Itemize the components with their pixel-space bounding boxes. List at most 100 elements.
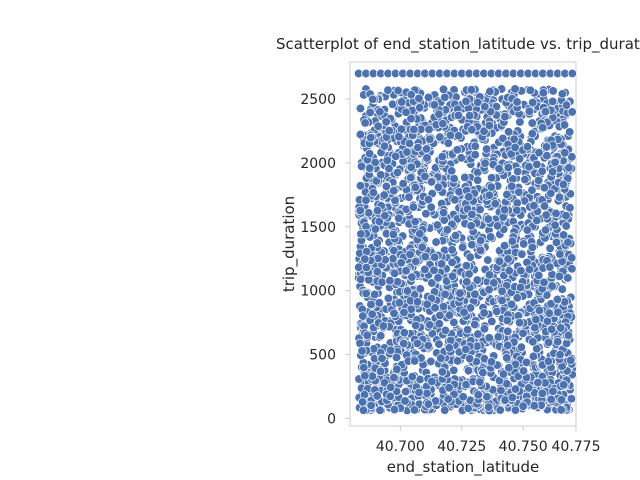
scatter-point xyxy=(516,342,526,352)
scatter-point xyxy=(361,195,371,205)
scatter-point xyxy=(375,107,385,117)
scatter-point xyxy=(440,405,450,415)
scatter-point xyxy=(556,395,567,405)
scatter-point xyxy=(484,270,495,280)
scatter-point xyxy=(473,329,483,339)
scatter-point xyxy=(409,124,419,135)
scatter-point xyxy=(427,278,437,288)
scatter-point xyxy=(400,386,411,397)
scatter-point xyxy=(411,256,421,267)
scatter-point xyxy=(546,324,557,335)
scatter-point xyxy=(553,307,563,317)
scatter-point xyxy=(462,277,472,287)
scatter-point xyxy=(409,405,420,415)
scatter-point xyxy=(532,159,542,170)
scatter-point xyxy=(360,254,370,264)
scatter-point xyxy=(447,166,457,176)
scatter-point xyxy=(556,405,566,415)
scatter-point xyxy=(507,236,518,246)
y-tick-label: 2500 xyxy=(300,92,336,108)
scatter-point xyxy=(405,249,415,260)
scatter-point xyxy=(440,92,450,102)
scatter-point xyxy=(404,138,415,149)
scatter-point xyxy=(461,261,472,271)
scatter-point xyxy=(355,338,365,348)
scatter-point xyxy=(548,86,558,96)
scatter-point xyxy=(447,257,457,268)
scatter-point xyxy=(393,277,403,287)
scatter-point xyxy=(382,155,392,166)
scatter-point xyxy=(379,190,389,200)
scatter-point xyxy=(414,387,424,398)
scatter-point xyxy=(559,120,570,130)
scatter-point xyxy=(452,145,462,155)
scatter-point xyxy=(443,138,453,148)
scatter-point xyxy=(546,299,556,309)
scatter-point xyxy=(524,264,535,275)
scatter-point xyxy=(470,319,480,330)
scatter-point xyxy=(402,147,412,157)
scatter-point xyxy=(567,68,577,79)
y-axis-label: trip_duration xyxy=(280,196,299,292)
scatter-point xyxy=(379,141,390,151)
scatter-point xyxy=(464,192,474,202)
scatter-point xyxy=(381,181,392,192)
scatter-point xyxy=(360,118,370,128)
scatter-point xyxy=(389,268,400,279)
scatter-point xyxy=(502,189,512,200)
scatter-point xyxy=(475,245,486,256)
scatter-point xyxy=(458,392,468,402)
scatter-point xyxy=(538,122,548,133)
scatter-point xyxy=(394,298,404,308)
scatter-point xyxy=(539,201,550,211)
scatter-point xyxy=(425,134,435,144)
scatter-point xyxy=(528,337,538,347)
scatter-point xyxy=(528,97,538,108)
scatter-point xyxy=(438,118,448,129)
scatter-point xyxy=(504,363,514,373)
scatter-point xyxy=(515,117,525,127)
scatter-point xyxy=(449,174,459,184)
scatter-point xyxy=(420,251,430,262)
scatter-point xyxy=(558,230,569,240)
scatter-point xyxy=(520,174,530,185)
scatter-point xyxy=(542,316,553,326)
scatter-point xyxy=(494,256,505,267)
scatter-point xyxy=(554,192,565,202)
scatter-point xyxy=(442,225,452,235)
scatter-point xyxy=(372,391,382,401)
scatter-point xyxy=(518,366,529,376)
scatter-point xyxy=(543,337,554,347)
scatter-point xyxy=(524,383,534,393)
scatter-point xyxy=(391,151,401,161)
scatter-point xyxy=(492,306,502,317)
scatter-point xyxy=(489,278,499,288)
scatter-point xyxy=(422,388,432,399)
scatter-point xyxy=(500,112,510,122)
scatter-point xyxy=(384,126,394,136)
y-tick-label: 1500 xyxy=(300,220,336,236)
scatter-point xyxy=(423,399,433,409)
scatter-point xyxy=(399,338,409,349)
scatter-point xyxy=(486,182,496,192)
scatter-point xyxy=(470,289,480,299)
scatter-point xyxy=(430,303,440,313)
points-layer xyxy=(353,68,577,416)
scatter-point xyxy=(368,94,378,104)
scatter-point xyxy=(466,85,477,95)
scatter-point xyxy=(467,209,477,220)
scatter-point xyxy=(426,202,436,212)
scatter-point xyxy=(531,314,541,325)
scatter-point xyxy=(538,88,548,98)
scatter-point xyxy=(551,208,561,219)
scatter-point xyxy=(510,142,520,153)
scatter-point xyxy=(544,308,554,318)
scatter-point xyxy=(498,369,509,379)
scatter-point xyxy=(440,289,450,299)
scatter-point xyxy=(510,405,521,415)
scatter-point xyxy=(479,324,490,334)
scatter-point xyxy=(503,326,513,336)
scatter-point xyxy=(393,85,403,96)
scatter-point xyxy=(499,241,510,251)
scatter-point xyxy=(478,367,488,378)
